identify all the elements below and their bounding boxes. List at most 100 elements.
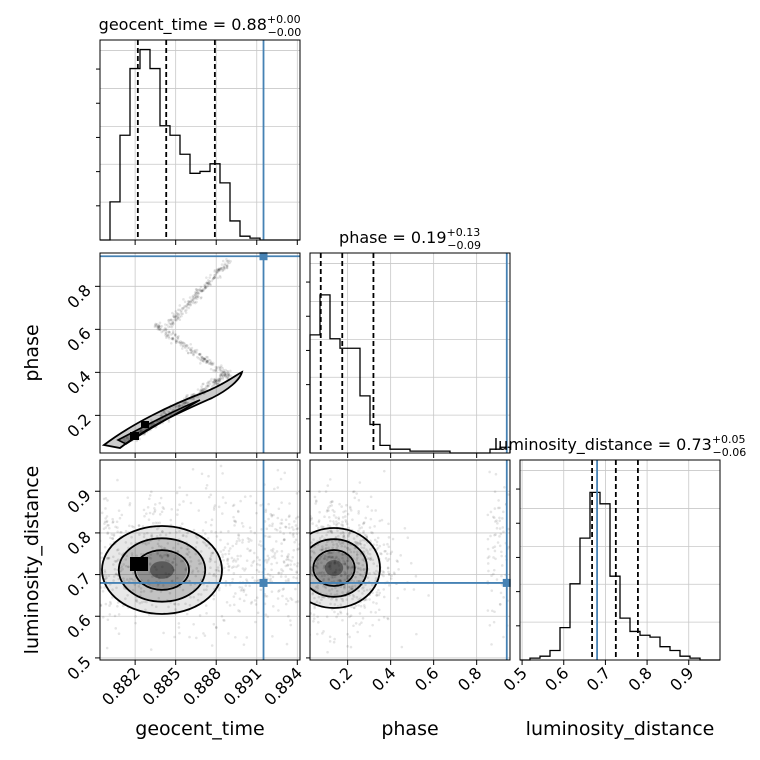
- sample-point: [406, 536, 410, 540]
- sample-point: [355, 552, 359, 556]
- sample-point: [159, 414, 163, 417]
- sample-point: [176, 576, 179, 580]
- sample-point: [334, 535, 338, 539]
- sample-point: [185, 566, 188, 570]
- sample-point: [327, 509, 330, 512]
- sample-point: [383, 549, 386, 553]
- sample-point: [244, 593, 248, 597]
- sample-point: [365, 548, 368, 551]
- sample-point: [192, 528, 196, 532]
- sample-point: [108, 526, 111, 530]
- sample-point: [150, 533, 154, 537]
- sample-point: [175, 405, 178, 409]
- sample-point: [366, 552, 370, 555]
- truth-marker: [259, 252, 268, 261]
- sample-point: [242, 588, 246, 592]
- sample-point: [328, 478, 332, 481]
- sample-point: [375, 564, 379, 568]
- sample-point: [173, 334, 177, 337]
- sample-point: [214, 272, 218, 276]
- sample-point: [154, 323, 157, 326]
- sample-point: [346, 632, 349, 636]
- sample-point: [162, 411, 166, 414]
- sample-point: [204, 285, 207, 289]
- sample-point: [199, 593, 203, 596]
- sample-point: [220, 263, 224, 266]
- sample-point: [205, 360, 208, 364]
- sample-point: [305, 581, 308, 584]
- sample-point: [178, 404, 181, 408]
- sample-point: [310, 571, 313, 574]
- sample-point: [164, 328, 167, 332]
- sample-point: [248, 526, 252, 530]
- sample-point: [122, 577, 125, 580]
- sample-point: [329, 551, 333, 555]
- sample-point: [342, 559, 345, 563]
- sample-point: [191, 301, 195, 305]
- sample-point: [162, 507, 166, 511]
- sample-point: [157, 538, 161, 542]
- sample-point: [332, 640, 336, 644]
- sample-point: [204, 520, 208, 524]
- sample-point: [174, 314, 178, 318]
- sample-point: [171, 336, 175, 340]
- sample-point: [100, 511, 104, 515]
- sample-point: [498, 527, 502, 530]
- sample-point: [326, 555, 330, 559]
- sample-point: [111, 521, 115, 524]
- sample-point: [275, 528, 279, 532]
- sample-point: [219, 267, 222, 271]
- sample-point: [178, 529, 181, 533]
- sample-point: [150, 490, 153, 494]
- sample-point: [499, 532, 503, 536]
- sample-point: [226, 370, 230, 374]
- sample-point: [223, 268, 226, 271]
- sample-point: [208, 280, 211, 284]
- sample-point: [132, 579, 135, 582]
- sample-point: [224, 263, 228, 267]
- sample-point: [173, 333, 177, 337]
- sample-point: [208, 358, 212, 362]
- sample-point: [386, 616, 389, 620]
- sample-point: [155, 322, 159, 326]
- sample-point: [114, 573, 118, 576]
- sample-point: [499, 603, 502, 606]
- x-tick-label: 0.8: [624, 663, 655, 694]
- sample-point: [337, 517, 341, 521]
- sample-point: [319, 548, 322, 552]
- sample-point: [237, 533, 240, 536]
- sample-point: [310, 555, 313, 559]
- sample-point: [205, 360, 209, 363]
- sample-point: [220, 374, 223, 378]
- sample-point: [106, 524, 109, 527]
- sample-point: [216, 268, 220, 272]
- sample-point: [209, 559, 213, 562]
- sample-point: [212, 597, 216, 601]
- sample-point: [310, 565, 313, 569]
- sample-point: [358, 573, 362, 576]
- density-level: [310, 528, 380, 608]
- sample-point: [323, 557, 327, 560]
- sample-point: [185, 535, 188, 538]
- sample-point: [256, 563, 259, 566]
- sample-point: [290, 568, 294, 572]
- sample-point: [384, 549, 387, 553]
- sample-point: [186, 344, 189, 347]
- sample-point: [331, 500, 334, 503]
- sample-point: [499, 591, 503, 595]
- sample-point: [319, 571, 322, 575]
- sample-point: [105, 519, 109, 523]
- sample-point: [241, 525, 245, 528]
- sample-point: [351, 586, 354, 589]
- sample-point: [177, 622, 181, 625]
- contour-line: [117, 537, 207, 603]
- sample-point: [287, 578, 290, 581]
- sample-point: [170, 507, 174, 511]
- sample-point: [287, 522, 291, 526]
- sample-point: [343, 585, 346, 589]
- sample-point: [316, 615, 319, 619]
- sample-point: [104, 507, 107, 510]
- sample-point: [147, 541, 151, 545]
- sample-point: [270, 548, 273, 552]
- contour-line: [101, 525, 223, 615]
